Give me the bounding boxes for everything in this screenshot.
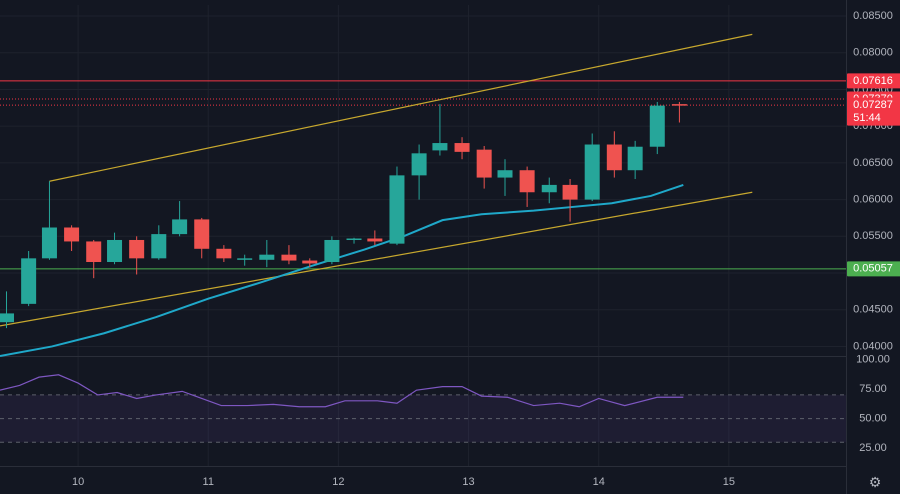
price-tick-label: 0.04000 bbox=[853, 340, 893, 352]
candle-down bbox=[454, 143, 470, 152]
candle-down bbox=[606, 144, 622, 171]
candle-down bbox=[64, 227, 80, 242]
candle-up bbox=[649, 105, 665, 147]
candle-up bbox=[324, 239, 340, 263]
oscillator-tick-label: 100.00 bbox=[856, 353, 890, 365]
candle-down bbox=[476, 149, 492, 178]
candle-down bbox=[519, 170, 535, 193]
candle-up bbox=[237, 258, 253, 260]
candle-up bbox=[584, 144, 600, 200]
candle-down bbox=[562, 184, 578, 200]
candle-down bbox=[86, 241, 102, 263]
bar-countdown-label: 51:44 bbox=[853, 112, 881, 124]
candle-up bbox=[259, 254, 275, 260]
oscillator-line bbox=[0, 374, 684, 408]
candle-up bbox=[41, 227, 57, 259]
candle-up bbox=[21, 258, 37, 304]
candle-up bbox=[627, 146, 643, 171]
time-tick-label: 15 bbox=[723, 476, 735, 488]
oscillator-band bbox=[0, 394, 846, 443]
candle-up bbox=[497, 170, 513, 178]
candle-down bbox=[367, 238, 383, 242]
price-tag bbox=[847, 73, 900, 89]
candle-down bbox=[281, 254, 297, 261]
candle-up bbox=[107, 239, 123, 263]
price-tick-label: 0.06000 bbox=[853, 193, 893, 205]
price-tag bbox=[847, 97, 900, 126]
gear-icon[interactable]: ⚙ bbox=[868, 475, 882, 491]
price-tick-label: 0.04500 bbox=[853, 304, 893, 316]
candle-up bbox=[389, 175, 405, 244]
candle-down bbox=[216, 248, 232, 259]
oscillator-tick-label: 75.00 bbox=[859, 383, 887, 395]
moving-average-line bbox=[0, 183, 684, 357]
price-tick-label: 0.08500 bbox=[853, 10, 893, 22]
price-tick-label: 0.05500 bbox=[853, 230, 893, 242]
price-tag-label: 0.05057 bbox=[853, 263, 893, 275]
candle-up bbox=[432, 143, 448, 151]
candle-down bbox=[671, 104, 687, 106]
time-tick-label: 14 bbox=[593, 476, 605, 488]
candle-up bbox=[151, 234, 167, 259]
time-tick-label: 12 bbox=[332, 476, 344, 488]
time-tick-label: 10 bbox=[72, 476, 84, 488]
candle-down bbox=[302, 260, 318, 264]
candle-up bbox=[411, 153, 427, 176]
price-tag bbox=[847, 261, 900, 277]
candle-up bbox=[346, 238, 362, 241]
candle-up bbox=[172, 219, 188, 235]
time-tick-label: 11 bbox=[203, 476, 214, 488]
oscillator-tick-label: 25.00 bbox=[859, 442, 887, 454]
candle-up bbox=[541, 184, 557, 193]
price-tag-label: 0.07616 bbox=[853, 75, 893, 87]
trendline bbox=[0, 191, 753, 327]
candle-up bbox=[0, 313, 15, 323]
trendline bbox=[49, 33, 753, 182]
candle-down bbox=[129, 239, 145, 259]
price-tick-label: 0.06500 bbox=[853, 157, 893, 169]
oscillator-tick-label: 50.00 bbox=[859, 413, 887, 425]
price-tag-label: 0.07287 bbox=[853, 99, 893, 111]
candle-down bbox=[194, 219, 210, 249]
price-tick-label: 0.08000 bbox=[853, 47, 893, 59]
time-tick-label: 13 bbox=[462, 476, 474, 488]
